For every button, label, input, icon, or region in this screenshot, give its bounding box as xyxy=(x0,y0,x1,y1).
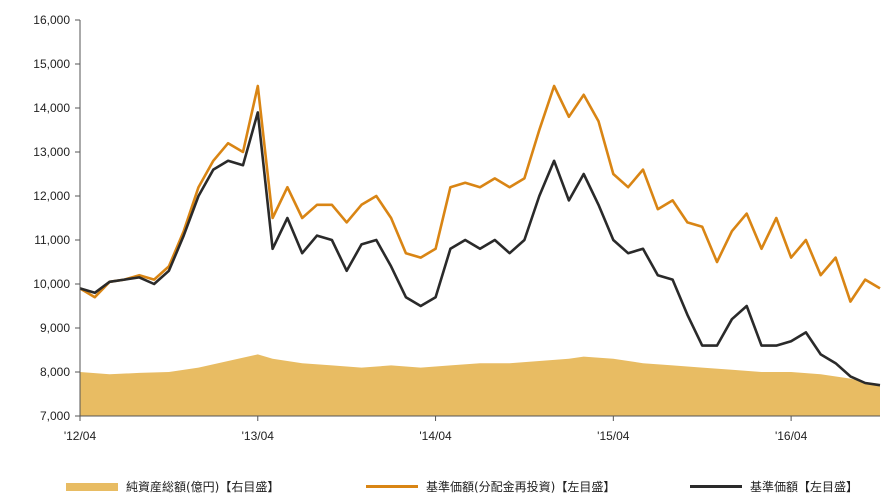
y-tick-label: 10,000 xyxy=(33,277,70,291)
legend: 純資産総額(億円)【右目盛】 基準価額(分配金再投資)【左目盛】 基準価額【左目… xyxy=(0,478,883,498)
y-tick-label: 16,000 xyxy=(33,13,70,27)
y-tick-label: 12,000 xyxy=(33,189,70,203)
series-area-0 xyxy=(80,354,880,416)
y-tick-label: 8,000 xyxy=(40,365,70,379)
legend-swatch-net-assets xyxy=(66,482,118,491)
line-layer xyxy=(79,84,881,387)
series-line-2 xyxy=(79,111,881,387)
legend-label-net-assets: 純資産総額(億円)【右目盛】 xyxy=(126,480,280,494)
legend-item-net-assets: 純資産総額(億円)【右目盛】 xyxy=(66,478,279,495)
legend-label-nav-reinvested: 基準価額(分配金再投資)【左目盛】 xyxy=(426,480,616,494)
legend-swatch-nav-reinvested xyxy=(366,485,418,488)
legend-label-nav: 基準価額【左目盛】 xyxy=(750,480,859,494)
y-tick-label: 13,000 xyxy=(33,145,70,159)
y-tick-label: 7,000 xyxy=(40,409,70,423)
x-tick-label: '12/04 xyxy=(64,429,97,443)
x-axis-ticks: '12/04 '13/04 '14/04 '15/04 '16/04 xyxy=(64,416,808,443)
y-tick-label: 11,000 xyxy=(34,233,70,247)
legend-item-nav: 基準価額【左目盛】 xyxy=(690,478,858,495)
legend-item-nav-reinvested: 基準価額(分配金再投資)【左目盛】 xyxy=(366,478,615,495)
y-tick-label: 14,000 xyxy=(33,101,70,115)
y-tick-label: 15,000 xyxy=(33,57,70,71)
series-line-1 xyxy=(79,84,881,303)
x-tick-label: '15/04 xyxy=(597,429,630,443)
y-tick-label: 9,000 xyxy=(40,321,70,335)
y-axis-ticks: 7,000 8,000 9,000 10,000 11,000 12,000 13,000 1… xyxy=(33,13,80,423)
legend-swatch-nav xyxy=(690,485,742,488)
chart: 7,000 8,000 9,000 10,000 11,000 12,000 13,000 1… xyxy=(33,13,881,443)
axes xyxy=(79,20,880,417)
x-tick-label: '13/04 xyxy=(242,429,275,443)
x-tick-label: '16/04 xyxy=(775,429,808,443)
x-tick-label: '14/04 xyxy=(419,429,452,443)
area-layer xyxy=(80,354,880,416)
